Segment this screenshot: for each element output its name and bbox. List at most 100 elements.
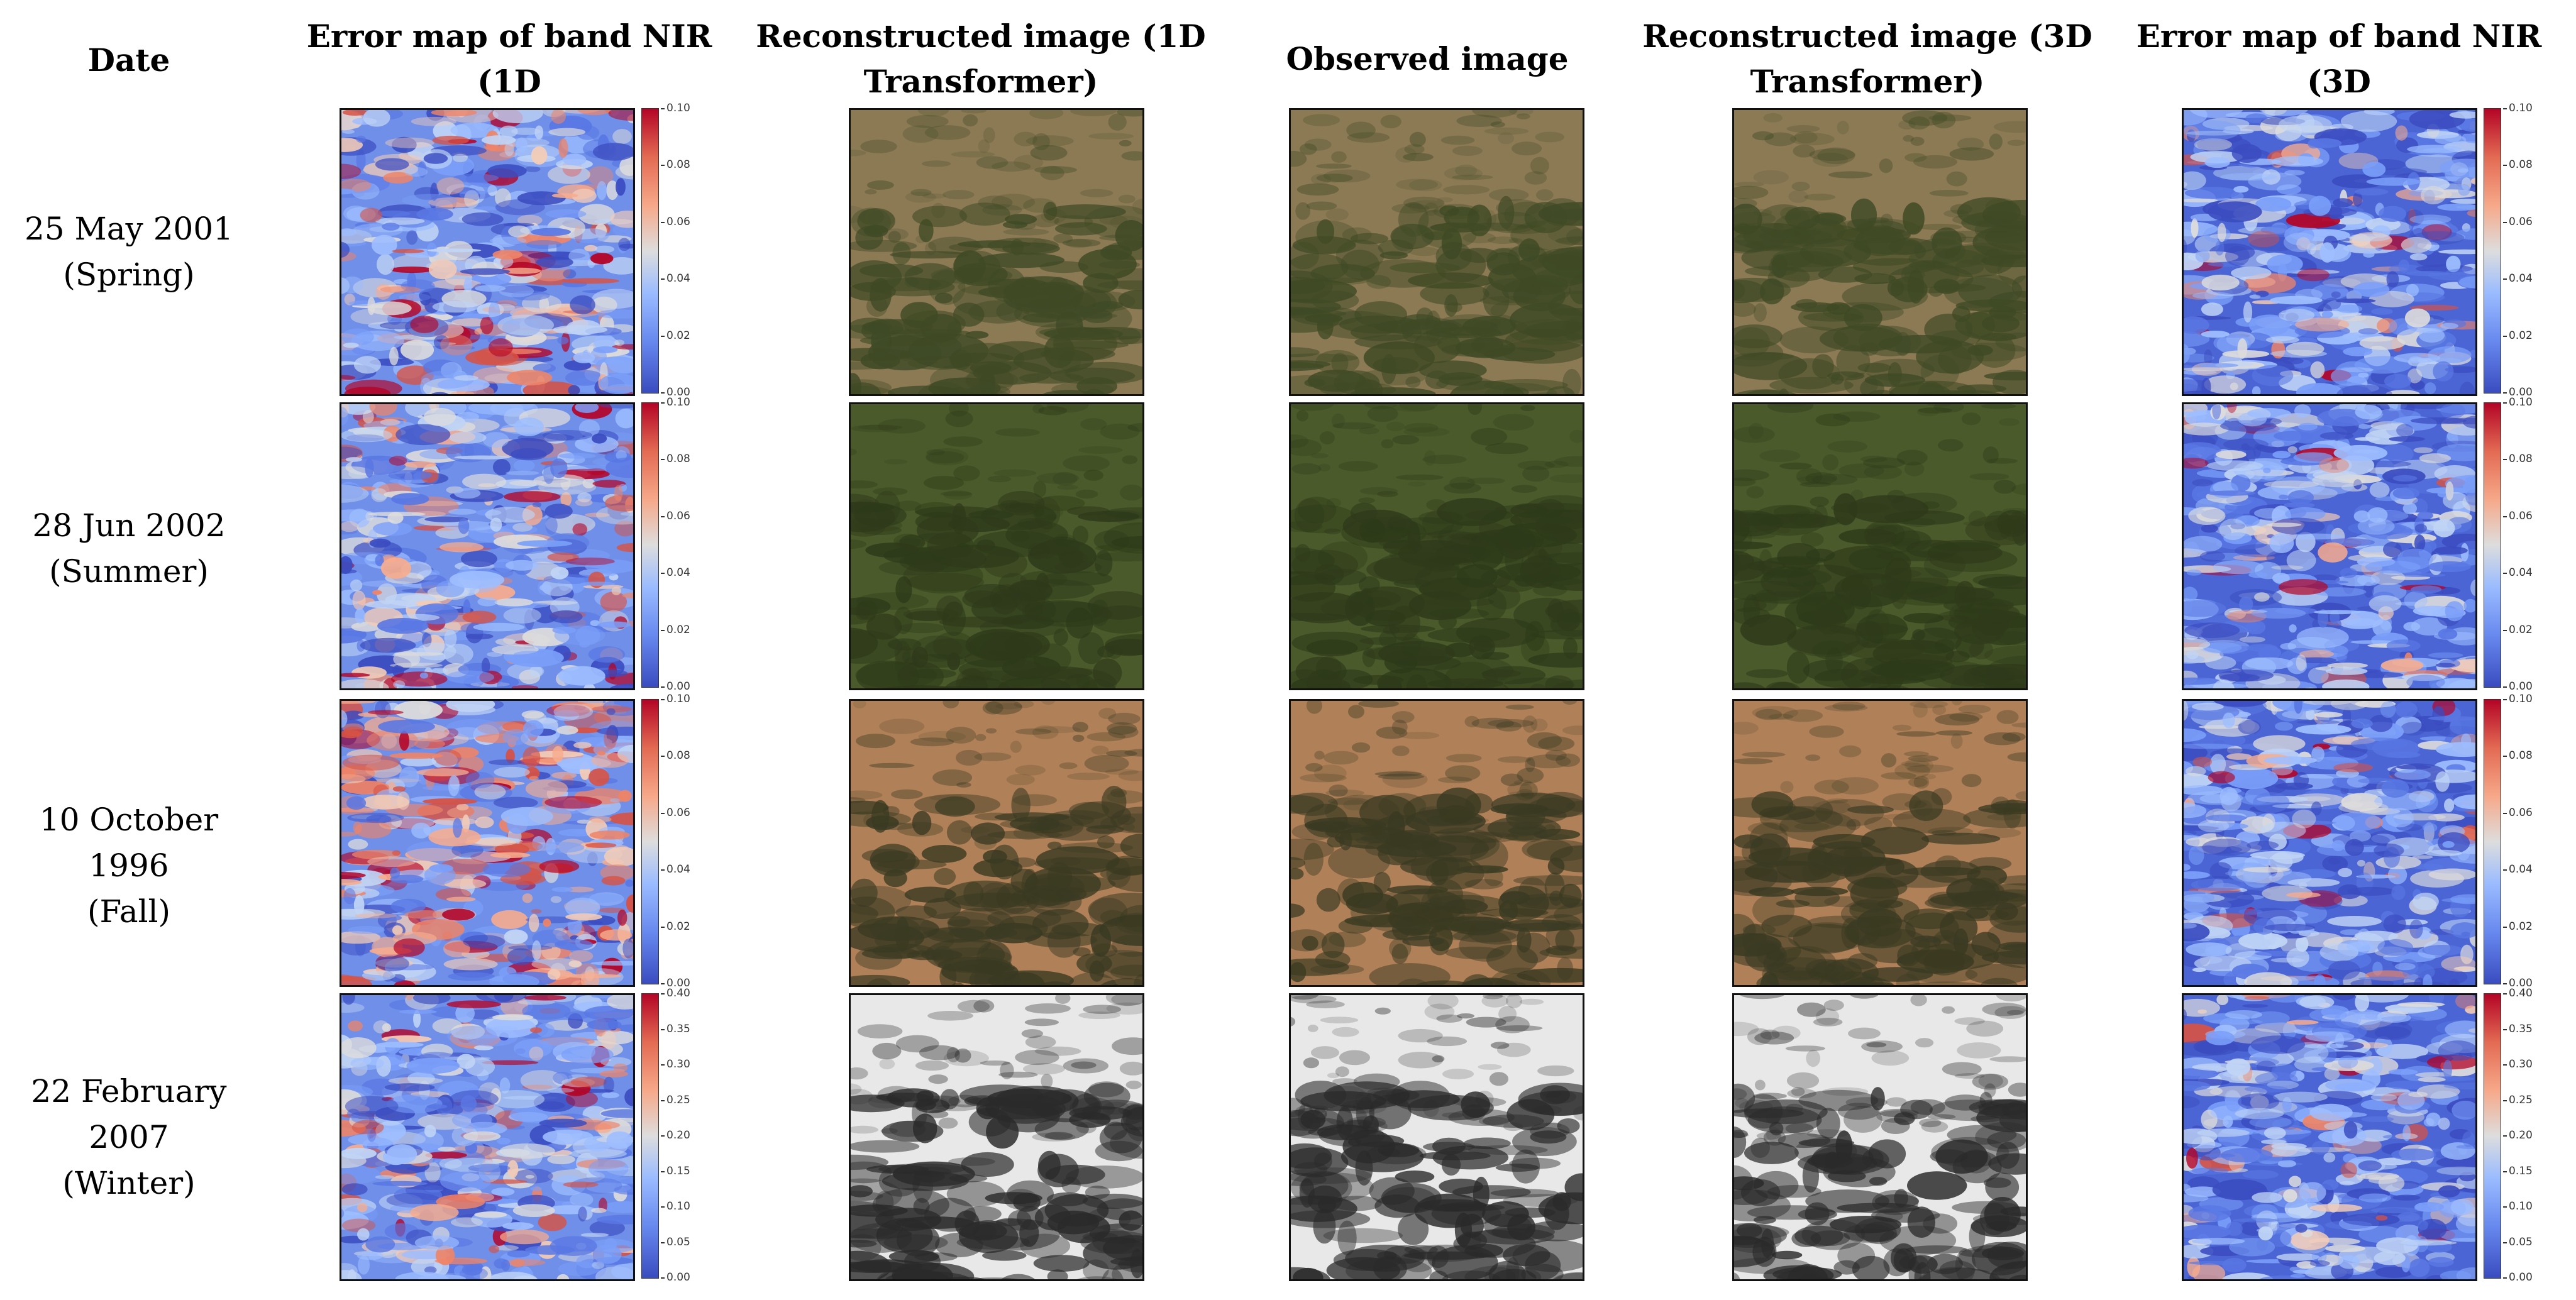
header-observed: Observed image [1286, 40, 1569, 77]
colorbar-tick-label: 0.02 [661, 623, 690, 636]
panel-frame [340, 402, 635, 690]
header-recon-1d: Reconstructed image (1D Transformer) [756, 18, 1206, 100]
colorbar-tick-label: 0.02 [661, 329, 690, 342]
panel-frame [1732, 993, 2028, 1281]
colorbar-tick-label: 0.06 [2503, 806, 2533, 819]
reconstructed-image-1d [849, 699, 1144, 987]
colorbar [641, 993, 659, 1279]
colorbar [2484, 993, 2501, 1279]
colorbar-tick-label: 0.08 [661, 158, 690, 172]
panel-frame [1289, 402, 1584, 690]
colorbar-tick-label: 0.15 [661, 1164, 690, 1177]
colorbar-tick-label: 0.00 [2503, 386, 2533, 399]
panel-frame [849, 993, 1144, 1281]
panel-frame [1732, 699, 2028, 987]
colorbar-tick-label: 0.04 [661, 272, 690, 285]
colorbar [641, 108, 659, 394]
panel-frame [849, 699, 1144, 987]
colorbar-tick-label: 0.08 [2503, 158, 2533, 172]
error-map-3d [2182, 402, 2477, 690]
panel-frame [1732, 108, 2028, 396]
error-map-3d [2182, 108, 2477, 396]
observed-image [1289, 108, 1584, 396]
date-label: 22 February 2007 (Winter) [31, 1073, 227, 1201]
panel-frame [2182, 699, 2477, 987]
colorbar-tick-label: 0.02 [661, 920, 690, 933]
colorbar-tick-label: 0.08 [661, 749, 690, 763]
colorbar-tick-label: 0.10 [2503, 1200, 2533, 1213]
error-map-1d [340, 402, 635, 690]
colorbar-tick-label: 0.06 [2503, 215, 2533, 228]
colorbar-tick-label: 0.15 [2503, 1164, 2533, 1177]
colorbar-tick-label: 0.35 [2503, 1022, 2533, 1035]
colorbar-tick-label: 0.10 [2503, 693, 2533, 705]
colorbar [2484, 699, 2501, 984]
colorbar-tick-label: 0.35 [661, 1022, 690, 1035]
panel-frame [1289, 993, 1584, 1281]
observed-image [1289, 699, 1584, 987]
colorbar-tick-label: 0.10 [661, 102, 690, 114]
colorbar-tick-label: 0.10 [2503, 102, 2533, 114]
panel-frame [2182, 108, 2477, 396]
reconstructed-image-3d [1732, 108, 2028, 396]
panel-frame [849, 108, 1144, 396]
date-label: 25 May 2001 (Spring) [25, 211, 233, 293]
colorbar-tick-label: 0.02 [2503, 920, 2533, 933]
colorbar-tick-label: 0.04 [661, 863, 690, 876]
colorbar-tick-label: 0.04 [2503, 566, 2533, 580]
colorbar-tick-label: 0.40 [2503, 987, 2533, 1000]
colorbar-tick-label: 0.04 [661, 566, 690, 580]
colorbar-tick-label: 0.00 [661, 386, 690, 399]
colorbar-tick-label: 0.08 [661, 453, 690, 466]
reconstructed-image-3d [1732, 402, 2028, 690]
header-recon-3d: Reconstructed image (3D Transformer) [1642, 18, 2092, 100]
header-date: Date [87, 41, 170, 79]
panel-frame [1289, 108, 1584, 396]
reconstructed-image-1d [849, 108, 1144, 396]
error-map-1d [340, 699, 635, 987]
panel-frame [340, 108, 635, 396]
reconstructed-image-1d [849, 402, 1144, 690]
panel-frame [1289, 699, 1584, 987]
colorbar-tick-label: 0.00 [2503, 680, 2533, 693]
date-label: 28 Jun 2002 (Summer) [32, 507, 226, 590]
colorbar-tick-label: 0.05 [661, 1235, 690, 1248]
error-map-3d [2182, 699, 2477, 987]
colorbar-tick-label: 0.00 [661, 1271, 690, 1284]
panel-frame [1732, 402, 2028, 690]
observed-image [1289, 993, 1584, 1281]
colorbar [2484, 108, 2501, 394]
colorbar-tick-label: 0.06 [661, 509, 690, 522]
colorbar-tick-label: 0.10 [661, 693, 690, 705]
colorbar-tick-label: 0.05 [2503, 1235, 2533, 1248]
colorbar [2484, 402, 2501, 688]
colorbar-tick-label: 0.00 [661, 977, 690, 989]
colorbar-tick-label: 0.08 [2503, 453, 2533, 466]
colorbar-tick-label: 0.02 [2503, 329, 2533, 342]
error-map-3d [2182, 993, 2477, 1281]
panel-frame [340, 699, 635, 987]
error-map-1d [340, 108, 635, 396]
colorbar-tick-label: 0.04 [2503, 863, 2533, 876]
colorbar-tick-label: 0.10 [661, 396, 690, 409]
colorbar-tick-label: 0.25 [2503, 1093, 2533, 1106]
colorbar-tick-label: 0.08 [2503, 749, 2533, 763]
colorbar-tick-label: 0.00 [2503, 1271, 2533, 1284]
colorbar-tick-label: 0.04 [2503, 272, 2533, 285]
panel-frame [2182, 993, 2477, 1281]
colorbar-tick-label: 0.25 [661, 1093, 690, 1106]
colorbar-tick-label: 0.06 [661, 806, 690, 819]
colorbar-tick-label: 0.00 [661, 680, 690, 693]
colorbar [641, 699, 659, 984]
reconstructed-image-3d [1732, 699, 2028, 987]
error-map-1d [340, 993, 635, 1281]
panel-frame [849, 402, 1144, 690]
colorbar-tick-label: 0.06 [661, 215, 690, 228]
colorbar-tick-label: 0.00 [2503, 977, 2533, 989]
colorbar-tick-label: 0.40 [661, 987, 690, 1000]
colorbar-tick-label: 0.20 [2503, 1129, 2533, 1142]
panel-frame [340, 993, 635, 1281]
reconstructed-image-1d [849, 993, 1144, 1281]
colorbar-tick-label: 0.30 [661, 1058, 690, 1071]
colorbar-tick-label: 0.10 [2503, 396, 2533, 409]
